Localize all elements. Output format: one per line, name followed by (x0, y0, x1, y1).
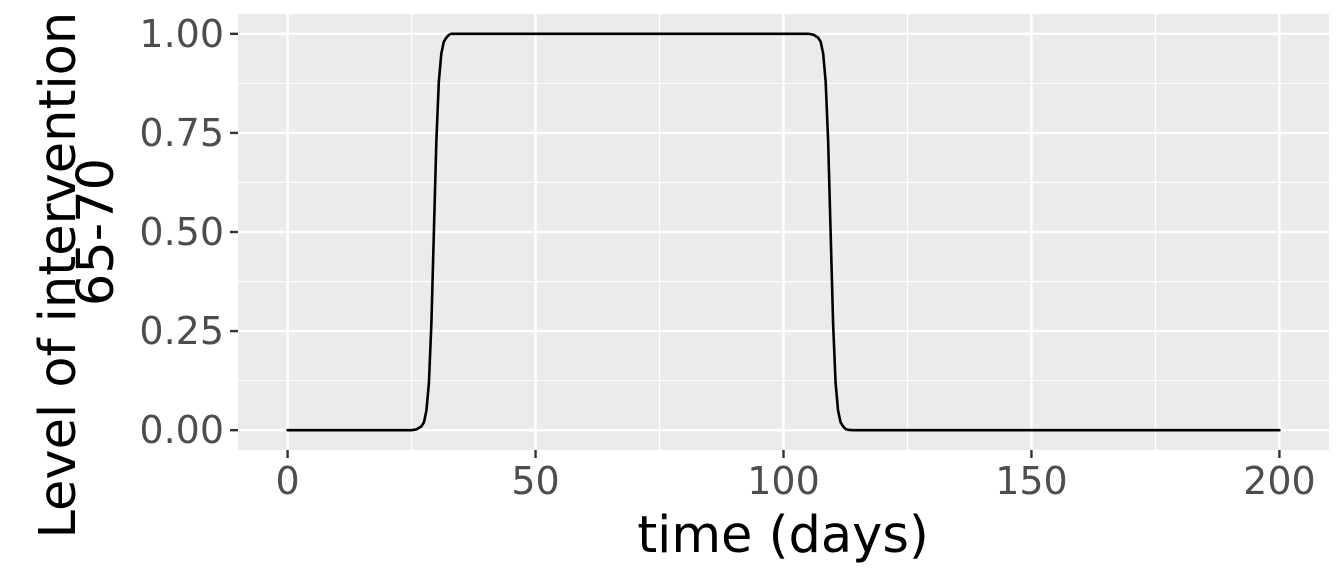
axis-ticks (230, 32, 1281, 458)
y-tick-label: 1.00 (139, 12, 224, 56)
x-tick-label: 50 (511, 459, 559, 503)
series-line (286, 32, 1281, 432)
x-tick-label: 200 (1243, 459, 1316, 503)
y-tick-label: 0.75 (139, 111, 224, 155)
y-axis-title: Level of intervention for 65-70 (29, 0, 126, 538)
x-axis-title: time (days) (637, 506, 929, 565)
y-axis-title-line-2: 65-70 (67, 158, 126, 306)
x-tick-label: 100 (747, 459, 820, 503)
series-layer (286, 32, 1281, 432)
tick-labels: 0 50 100 150 200 0.00 0.25 0.50 0.75 1.00 (139, 12, 1315, 503)
major-gridlines (238, 14, 1329, 450)
x-tick-label: 0 (275, 459, 299, 503)
y-tick-label: 0.00 (139, 408, 224, 452)
x-tick-label: 150 (995, 459, 1068, 503)
y-tick-label: 0.50 (139, 210, 224, 254)
y-axis-title-line-1: Level of intervention for (29, 0, 88, 538)
y-tick-label: 0.25 (139, 309, 224, 353)
